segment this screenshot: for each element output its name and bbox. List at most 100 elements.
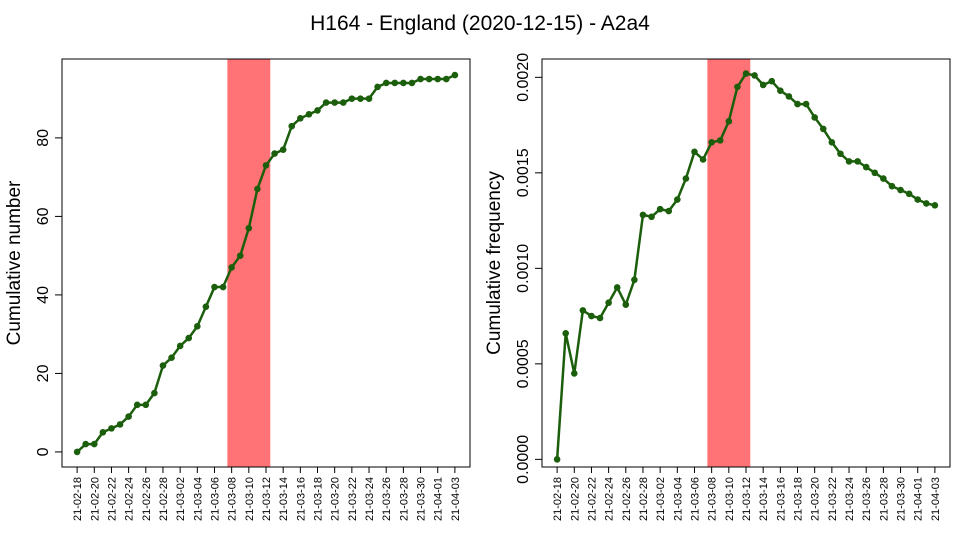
data-point [254, 185, 261, 193]
data-point [142, 401, 150, 409]
x-tick-label: 21-02-18 [552, 477, 564, 521]
data-point [656, 205, 664, 213]
data-point [665, 207, 673, 215]
data-point [348, 95, 356, 102]
x-tick-label: 21-02-28 [638, 477, 650, 521]
data-point [725, 117, 733, 125]
data-point [116, 421, 124, 428]
x-tick-label: 21-04-01 [913, 477, 925, 521]
data-point [759, 81, 767, 89]
x-tick-label: 21-03-12 [261, 477, 273, 521]
data-point [905, 190, 913, 198]
data-point [374, 83, 381, 91]
data-point [365, 95, 373, 102]
data-point [176, 342, 184, 350]
x-tick-label: 21-02-24 [124, 477, 136, 521]
data-point [219, 283, 227, 291]
y-tick-label: 0.0000 [515, 435, 532, 484]
data-point [785, 93, 793, 100]
x-tick-label: 21-03-30 [416, 477, 428, 521]
data-point [639, 211, 647, 219]
data-point [288, 122, 296, 130]
data-point [73, 448, 81, 456]
x-tick-label: 21-02-26 [141, 477, 153, 521]
data-point [168, 354, 175, 362]
data-point [297, 114, 304, 122]
y-tick-label: 80 [35, 129, 52, 147]
data-point [339, 99, 347, 106]
data-point [811, 114, 818, 121]
x-tick-label: 21-03-26 [381, 477, 393, 521]
x-tick-label: 21-03-16 [775, 477, 787, 521]
data-point [880, 175, 887, 182]
data-point [708, 138, 715, 146]
x-tick-label: 21-02-24 [604, 477, 616, 521]
y-tick-label: 0.0005 [515, 339, 532, 388]
x-tick-label: 21-03-28 [878, 477, 890, 521]
data-point [202, 303, 210, 310]
data-point [305, 111, 313, 118]
data-point [871, 169, 879, 177]
y-tick-label: 0.0010 [515, 244, 532, 293]
x-tick-label: 21-03-22 [827, 477, 839, 521]
x-tick-label: 21-03-18 [793, 477, 805, 521]
x-tick-label: 21-03-26 [861, 477, 873, 521]
data-point [314, 107, 321, 114]
x-tick-label: 21-02-18 [72, 477, 84, 521]
data-point [159, 362, 167, 369]
data-point [837, 150, 844, 158]
x-tick-label: 21-03-12 [741, 477, 753, 521]
x-tick-label: 21-03-24 [364, 477, 376, 521]
data-point [674, 196, 681, 203]
x-tick-label: 21-03-28 [398, 477, 410, 521]
data-point [99, 429, 107, 436]
x-tick-label: 21-03-02 [655, 477, 667, 521]
data-point [133, 401, 141, 409]
x-tick-label: 21-04-01 [433, 477, 445, 521]
x-tick-label: 21-03-14 [278, 477, 290, 521]
data-point [357, 95, 364, 102]
x-tick-label: 21-02-20 [569, 477, 581, 521]
data-point [228, 264, 235, 271]
data-point [862, 163, 870, 171]
y-tick-label: 0.0020 [515, 53, 532, 102]
data-point [742, 70, 750, 77]
data-point [897, 186, 904, 194]
data-point [322, 99, 330, 106]
y-tick-label: 40 [35, 286, 52, 304]
x-tick-label: 21-03-04 [672, 477, 684, 521]
figure-title: H164 - England (2020-12-15) - A2a4 [310, 12, 650, 35]
data-point [194, 323, 201, 330]
x-tick-label: 21-03-06 [209, 477, 221, 521]
data-point [648, 213, 655, 221]
x-tick-label: 21-03-20 [810, 477, 822, 521]
x-tick-label: 21-02-26 [621, 477, 633, 521]
data-point [631, 276, 638, 284]
data-point [751, 72, 758, 79]
data-point [794, 100, 801, 108]
x-tick-label: 21-02-22 [106, 477, 118, 521]
x-tick-label: 21-02-22 [586, 477, 598, 521]
data-point [588, 312, 595, 320]
data-point [777, 87, 784, 95]
data-point [605, 299, 612, 307]
x-tick-label: 21-03-10 [724, 477, 736, 521]
data-point [802, 100, 810, 108]
data-point [570, 370, 578, 377]
data-point [819, 125, 827, 133]
data-point [245, 224, 253, 232]
data-point [108, 425, 115, 432]
x-tick-label: 21-03-10 [244, 477, 256, 521]
x-tick-label: 21-03-30 [896, 477, 908, 521]
data-point [151, 389, 158, 397]
data-point [211, 283, 218, 291]
y-tick-label: 0 [35, 447, 52, 456]
data-point [408, 79, 416, 87]
data-point [734, 83, 741, 91]
x-tick-label: 21-04-03 [930, 477, 942, 521]
data-point [682, 175, 690, 182]
data-point [400, 79, 407, 87]
y-tick-label: 0.0015 [515, 148, 532, 197]
data-point [279, 146, 287, 153]
